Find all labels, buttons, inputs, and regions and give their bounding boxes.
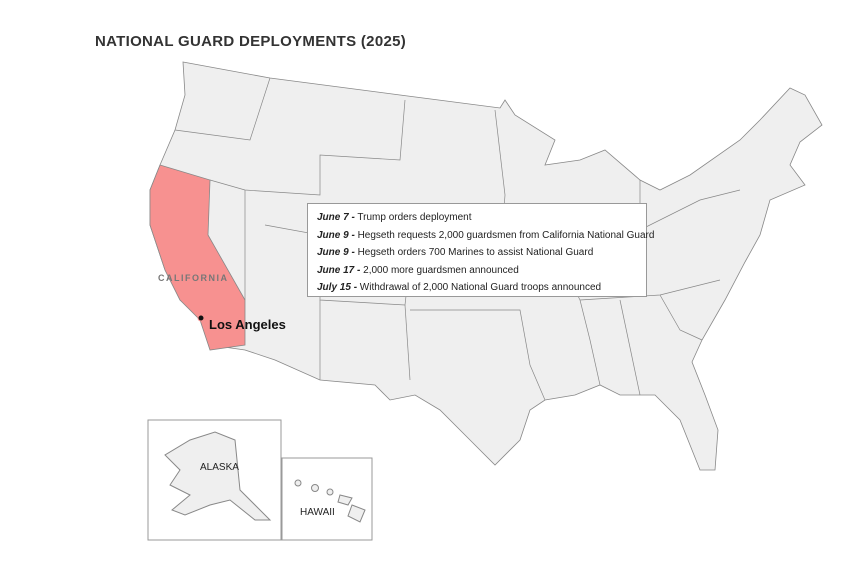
timeline-text: Hegseth orders 700 Marines to assist Nat… (354, 247, 594, 258)
timeline-item: June 9 - Hegseth requests 2,000 guardsme… (317, 227, 654, 245)
timeline-text: Withdrawal of 2,000 National Guard troop… (357, 282, 602, 293)
map-title: NATIONAL GUARD DEPLOYMENTS (2025) (95, 33, 407, 50)
california-label: CALIFORNIA (158, 273, 229, 283)
timeline-date: June 9 - (317, 229, 355, 241)
timeline-text: Trump orders deployment (354, 212, 472, 223)
hawaii-inset-frame (281, 457, 373, 541)
timeline-text: 2,000 more guardsmen announced (360, 264, 519, 276)
california-state (149, 164, 246, 351)
timeline-item: June 7 - Trump orders deployment (317, 209, 637, 227)
los-angeles-marker (197, 314, 205, 322)
timeline-item: June 17 - 2,000 more guardsmen announced (317, 262, 637, 280)
timeline-item: June 9 - Hegseth orders 700 Marines to a… (317, 244, 637, 262)
timeline-box: June 7 - Trump orders deployment June 9 … (307, 203, 654, 297)
alaska-inset-frame (147, 419, 282, 541)
los-angeles-label: Los Angeles (209, 317, 286, 332)
timeline-date: June 7 - (317, 212, 355, 223)
alaska-state (164, 431, 272, 521)
hawaii-islands (294, 479, 366, 523)
hawaii-label: HAWAII (300, 507, 335, 518)
timeline-text: Hegseth requests 2,000 guardsmen from Ca… (354, 229, 655, 241)
alaska-label: ALASKA (200, 462, 239, 473)
timeline-date: July 15 - (317, 282, 358, 293)
timeline-date: June 9 - (317, 247, 355, 258)
timeline-date: June 17 - (317, 264, 361, 276)
timeline-item: July 15 - Withdrawal of 2,000 National G… (317, 279, 637, 297)
